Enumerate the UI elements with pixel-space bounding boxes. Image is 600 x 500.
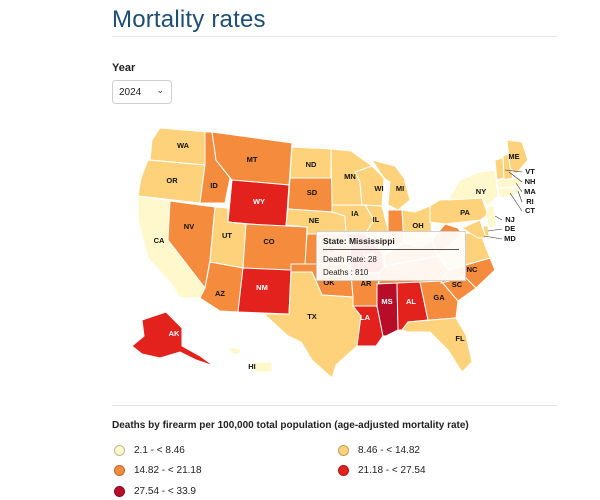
state-tx[interactable] (262, 271, 362, 379)
state-label-nh: NH (525, 177, 536, 186)
legend-divider (112, 405, 557, 406)
state-wy[interactable] (227, 179, 290, 228)
leader-lines (483, 169, 523, 240)
tooltip-death-rate: Death Rate: 28 (323, 255, 377, 264)
legend-label: 2.1 - < 8.46 (134, 445, 185, 456)
title-divider (112, 36, 557, 37)
state-nm[interactable] (237, 267, 292, 315)
state-label-vt: VT (525, 167, 535, 176)
state-label-md: MD (504, 234, 516, 243)
state-ma[interactable] (496, 177, 523, 189)
state-label-ri: RI (526, 197, 534, 206)
page-title: Mortality rates (112, 6, 266, 33)
legend-swatch-icon (338, 445, 349, 456)
legend-label: 27.54 - < 33.9 (134, 486, 196, 497)
legend-swatch-icon (114, 486, 125, 497)
state-label-nj: NJ (505, 215, 515, 224)
legend-item[interactable]: 8.46 - < 14.82 (338, 445, 420, 456)
state-label-de: DE (505, 224, 515, 233)
chevron-down-icon: ⌄ (156, 85, 164, 95)
legend-label: 14.82 - < 21.18 (134, 465, 202, 476)
legend-swatch-icon (338, 465, 349, 476)
state-fl[interactable] (401, 317, 473, 373)
year-select-value: 2024 (119, 86, 142, 98)
legend-swatch-icon (114, 445, 125, 456)
year-filter-label: Year (112, 62, 136, 74)
state-label-ma: MA (524, 187, 536, 196)
state-md[interactable] (460, 219, 487, 239)
map-tooltip: State: Mississippi Death Rate: 28 Deaths… (316, 231, 466, 281)
tooltip-title: State: Mississippi (323, 236, 459, 250)
legend-item[interactable]: 27.54 - < 33.9 (114, 486, 196, 497)
state-ak[interactable] (131, 311, 215, 367)
legend-item[interactable]: 2.1 - < 8.46 (114, 445, 185, 456)
state-ct[interactable] (497, 187, 514, 199)
state-nj[interactable] (485, 205, 497, 229)
legend-swatch-icon (114, 465, 125, 476)
year-select[interactable]: 2024 ⌄ (112, 80, 172, 104)
legend-label: 21.18 - < 27.54 (358, 465, 426, 476)
state-me[interactable] (506, 139, 529, 175)
legend-item[interactable]: 14.82 - < 21.18 (114, 465, 202, 476)
state-hi[interactable] (226, 347, 273, 373)
state-ny[interactable] (447, 169, 499, 207)
state-vt[interactable] (494, 157, 505, 181)
state-wa[interactable] (149, 127, 209, 166)
legend-item[interactable]: 21.18 - < 27.54 (338, 465, 426, 476)
state-pa[interactable] (429, 197, 489, 225)
legend-title: Deaths by firearm per 100,000 total popu… (112, 420, 469, 431)
state-nd[interactable] (289, 146, 332, 179)
tooltip-deaths: Deaths : 810 (323, 268, 369, 277)
state-sd[interactable] (287, 177, 333, 213)
state-label-ct: CT (525, 206, 535, 215)
legend-label: 8.46 - < 14.82 (358, 445, 420, 456)
state-or[interactable] (137, 159, 206, 204)
